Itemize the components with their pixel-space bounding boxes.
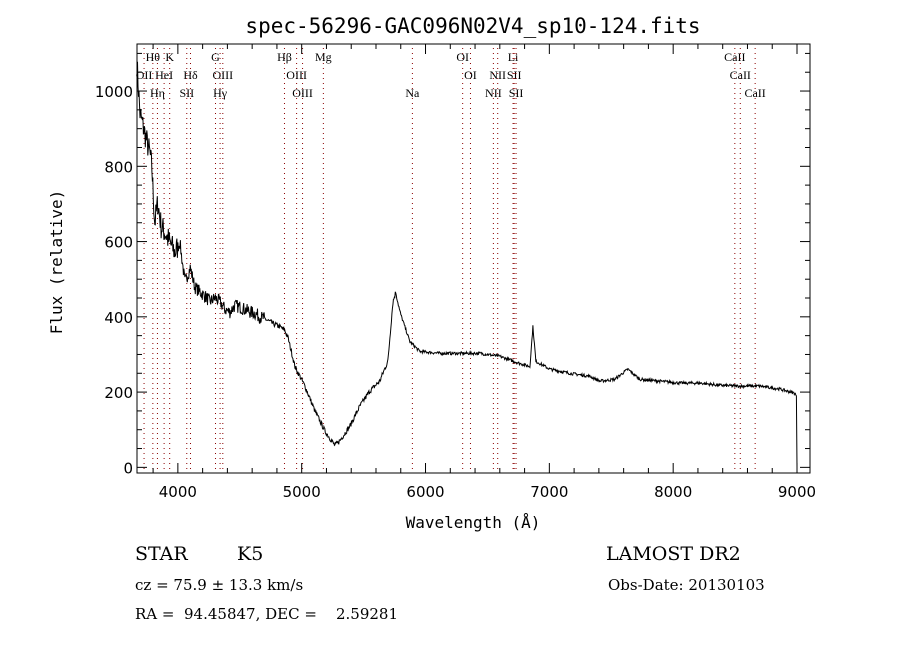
- spectrum-line: [136, 61, 798, 468]
- x-tick-label: 7000: [530, 483, 568, 501]
- y-tick-label: 400: [104, 309, 133, 327]
- line-marker-label: CaII: [730, 68, 751, 82]
- x-axis-label: Wavelength (Å): [406, 513, 541, 532]
- line-marker-label: SII: [507, 68, 522, 82]
- line-marker-label: OIII: [212, 68, 233, 82]
- line-marker-label: Hη: [150, 86, 165, 100]
- y-tick-label: 1000: [95, 83, 133, 101]
- line-marker-label: OII: [136, 68, 153, 82]
- y-axis-label: Flux (relative): [47, 190, 66, 335]
- line-marker-label: SII: [179, 86, 194, 100]
- line-marker-label: CaII: [744, 86, 765, 100]
- line-marker-label: Mg: [315, 50, 332, 64]
- chart-title: spec-56296-GAC096N02V4_sp10-124.fits: [245, 14, 700, 38]
- line-marker-label: OI: [456, 50, 469, 64]
- line-marker-label: NII: [489, 68, 506, 82]
- line-marker-label: OI: [464, 68, 477, 82]
- redshift-text: cz = 75.9 ± 13.3 km/s: [135, 576, 303, 594]
- object-class: STAR: [135, 543, 188, 565]
- line-marker-label: OIII: [292, 86, 313, 100]
- line-marker-label: HeI: [155, 68, 173, 82]
- line-marker-label: CaII: [724, 50, 745, 64]
- line-marker-label: NII: [485, 86, 502, 100]
- line-marker-label: K: [165, 50, 174, 64]
- plot-frame: [136, 43, 811, 474]
- x-tick-label: 5000: [283, 483, 321, 501]
- line-marker-label: Hγ: [213, 86, 228, 100]
- x-tick-label: 9000: [778, 483, 816, 501]
- line-marker-label: Hβ: [277, 50, 292, 64]
- survey-name: LAMOST DR2: [606, 543, 741, 565]
- line-marker-label: Na: [405, 86, 420, 100]
- object-subclass: K5: [237, 543, 263, 565]
- x-tick-label: 6000: [406, 483, 444, 501]
- line-marker-label: Hδ: [183, 68, 198, 82]
- y-tick-label: 0: [123, 459, 133, 477]
- line-marker-label: Hθ: [146, 50, 161, 64]
- coordinates-text: RA = 94.45847, DEC = 2.59281: [135, 605, 398, 623]
- y-tick-label: 600: [104, 234, 133, 252]
- y-tick-label: 200: [104, 384, 133, 402]
- x-tick-label: 8000: [654, 483, 692, 501]
- line-marker-label: Li: [508, 50, 519, 64]
- line-marker-label: OIII: [286, 68, 307, 82]
- line-marker-label: SII: [509, 86, 524, 100]
- y-tick-label: 800: [104, 158, 133, 176]
- line-marker-label: G: [211, 50, 220, 64]
- x-tick-label: 4000: [159, 483, 197, 501]
- axis-ticks: 4000 5000 6000 7000 8000 9000 0 200 400 600 800 100…: [95, 44, 816, 501]
- obs-date: Obs-Date: 20130103: [608, 576, 765, 594]
